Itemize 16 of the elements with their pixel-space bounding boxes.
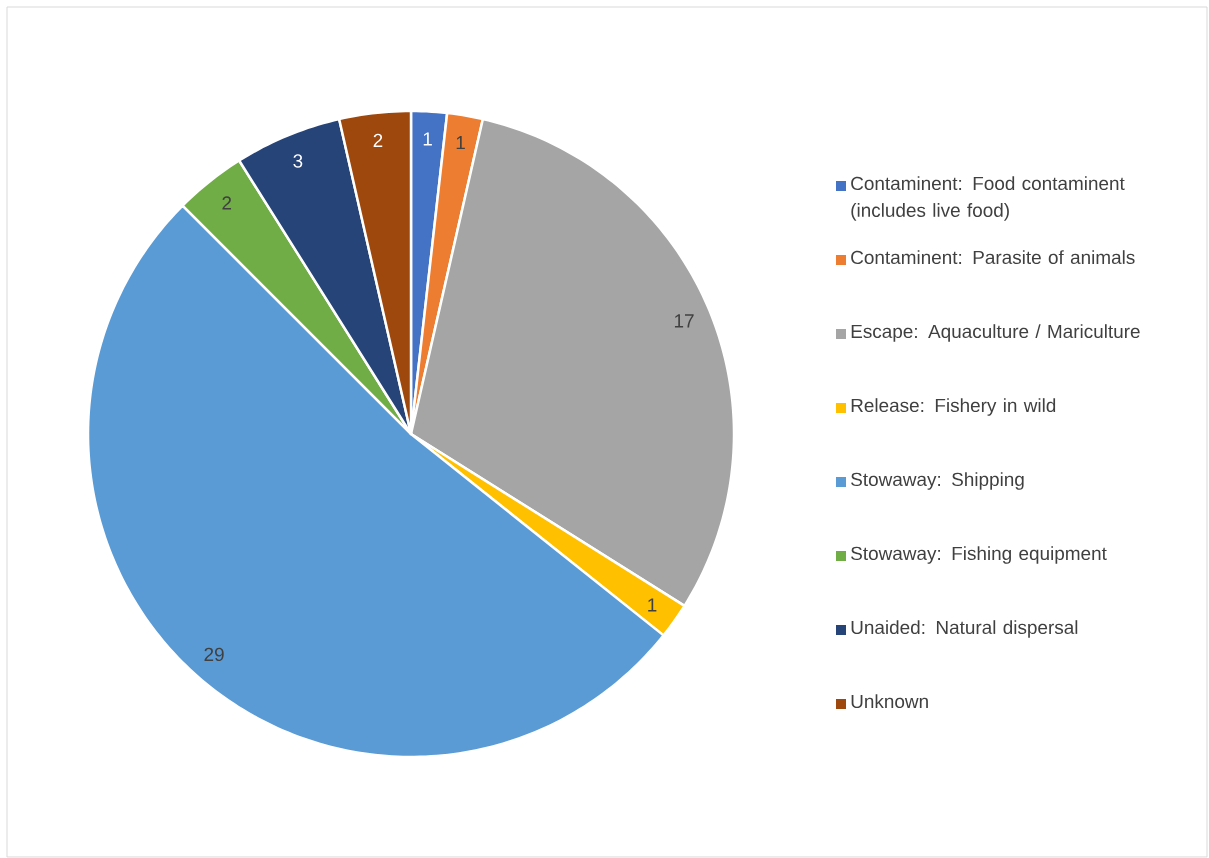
data-label: 3	[293, 154, 303, 168]
data-label: 1	[648, 598, 657, 612]
data-label: 2	[222, 196, 232, 210]
legend-label: Contaminent: Parasite of animals	[851, 250, 1135, 265]
legend-label: Stowaway: Fishing equipment	[851, 546, 1107, 564]
data-label: 1	[423, 132, 432, 146]
legend-label: Unknown	[851, 694, 928, 709]
legend-label: Contaminent: Food contaminent (includes live food)	[851, 176, 1125, 221]
data-label: 1	[456, 136, 465, 150]
legend-label: Unaided: Natural dispersal	[851, 620, 1078, 638]
data-label: 17	[674, 314, 694, 328]
legend-label: Escape: Aquaculture / Mariculture	[851, 324, 1140, 342]
data-label: 2	[373, 133, 383, 147]
legend-label: Release: Fishery in wild	[851, 398, 1056, 416]
legend-label: Stowaway: Shipping	[851, 472, 1024, 490]
data-label: 29	[204, 647, 224, 662]
